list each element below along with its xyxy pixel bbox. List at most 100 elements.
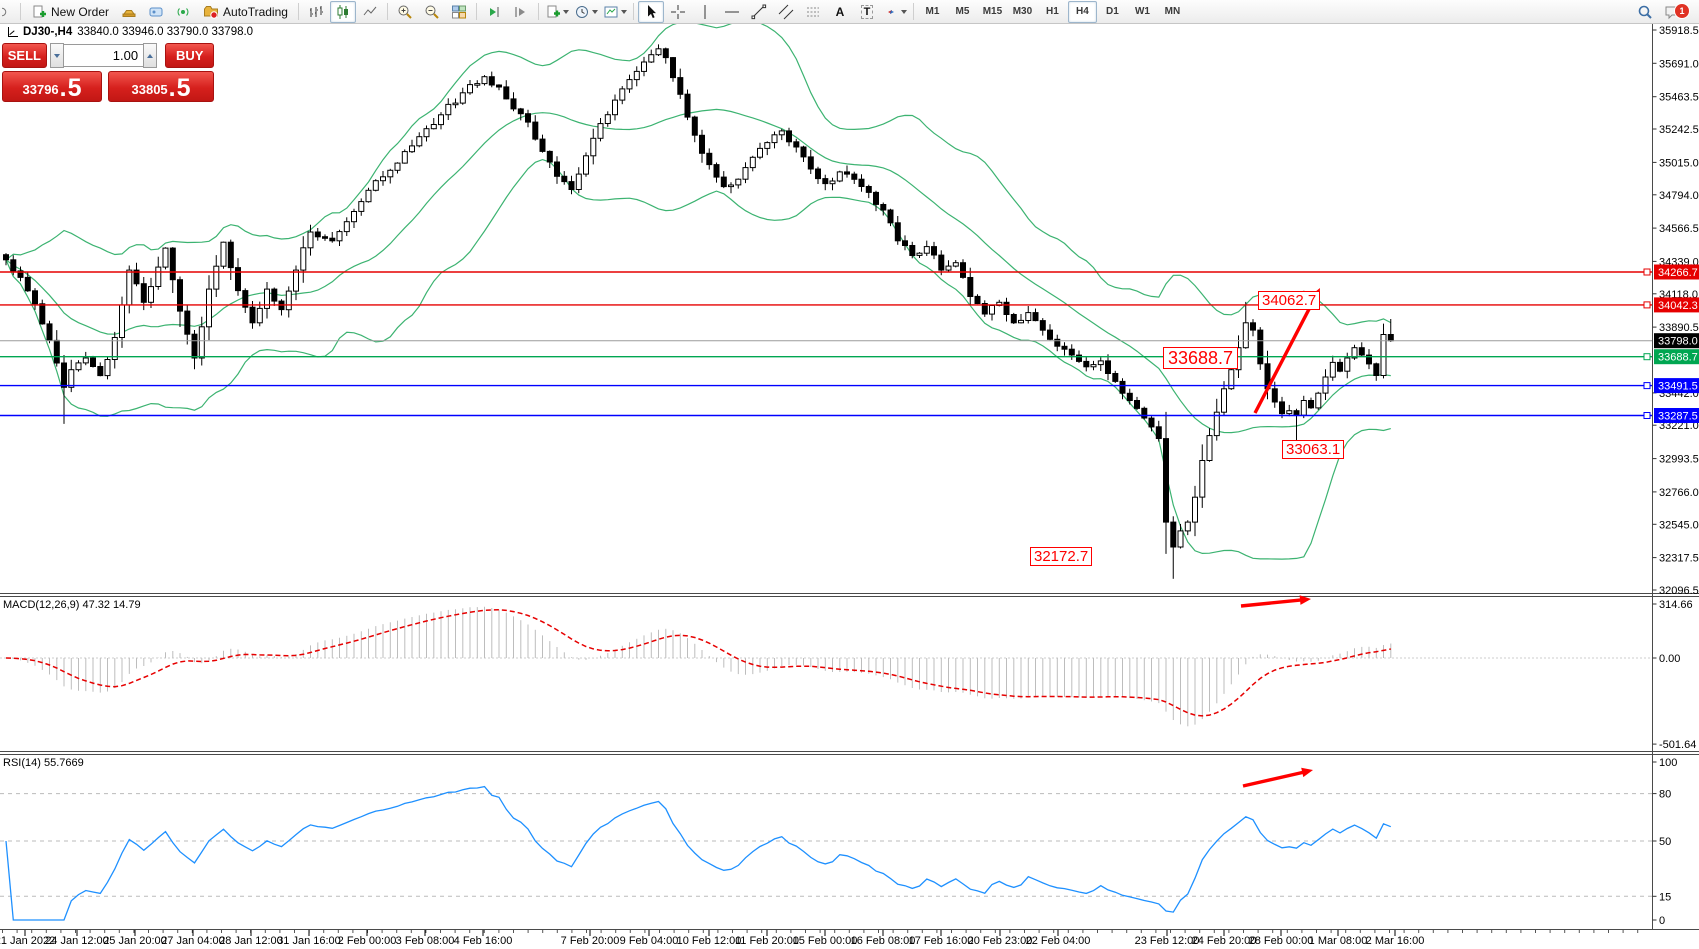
rsi-tick-label: 50 (1659, 836, 1671, 848)
volume-decrease-button[interactable] (49, 43, 65, 68)
panel-frames (0, 23, 1699, 930)
line-handle[interactable] (1643, 382, 1651, 390)
indicators-button[interactable] (543, 1, 571, 23)
arrows-button[interactable] (881, 1, 909, 23)
line-handle[interactable] (1643, 268, 1651, 276)
channel-icon (778, 4, 794, 20)
magnifier-fragment-icon (2, 4, 14, 20)
tab-m1[interactable]: M1 (925, 6, 940, 17)
tab-h4[interactable]: H4 (1067, 0, 1097, 23)
time-tick-label: 23 Feb 12:00 (1135, 935, 1200, 947)
price-tick-label: 35918.5 (1659, 25, 1699, 37)
trend-arrows[interactable] (1240, 288, 1320, 788)
zoom-out-icon (424, 4, 440, 20)
chat-button[interactable]: 1 (1659, 1, 1690, 23)
annotation-swing-low[interactable]: 32172.7 (1030, 547, 1093, 566)
indicators-icon (545, 4, 560, 20)
buy-button[interactable]: BUY (165, 43, 214, 68)
separator (386, 3, 388, 20)
crosshair-button[interactable] (665, 1, 691, 23)
tab-w1[interactable]: W1 (1134, 6, 1150, 17)
symbol-period: DJ30-,H4 (23, 26, 73, 38)
fibonacci-button[interactable] (800, 1, 826, 23)
tab-mn[interactable]: MN (1164, 6, 1181, 17)
trendline-button[interactable] (746, 1, 772, 23)
axis-price-label: 34266.7 (1658, 267, 1698, 279)
signals-button[interactable] (170, 1, 196, 23)
tile-windows-button[interactable] (446, 1, 472, 23)
rsi-tick-label: 15 (1659, 891, 1671, 903)
rsi-tick-label: 0 (1659, 915, 1665, 927)
time-tick-label: 27 Jan 04:00 (161, 935, 225, 947)
time-tick-label: 15 Feb 00:00 (793, 935, 858, 947)
time-tick-label: 28 Feb 00:00 (1249, 935, 1314, 947)
price-tick-label: 32317.5 (1659, 553, 1699, 565)
vertical-line-button[interactable] (692, 1, 718, 23)
buy-price-fraction: 5 (176, 74, 191, 102)
time-tick-label: 9 Feb 04:00 (620, 935, 679, 947)
horizontal-line-button[interactable] (719, 1, 745, 23)
buy-price-point: . (168, 74, 176, 102)
price-tick-label: 34339.0 (1659, 256, 1699, 268)
volume-increase-button[interactable] (143, 43, 158, 68)
new-order-button[interactable]: New Order (25, 1, 115, 23)
tab-m5[interactable]: M5 (955, 6, 970, 17)
tab-d1[interactable]: D1 (1106, 6, 1119, 17)
candlestick-chart-button[interactable] (329, 0, 356, 23)
equidistant-channel-button[interactable] (773, 1, 799, 23)
separator (20, 3, 21, 20)
vps-button[interactable] (143, 1, 169, 23)
sell-price-fraction: 5 (67, 74, 82, 102)
text-label-button[interactable]: T (854, 1, 880, 23)
bar-chart-button[interactable] (303, 1, 329, 23)
annotation-swing-high[interactable]: 34062.7 (1258, 291, 1321, 310)
line-chart-button[interactable] (357, 1, 383, 23)
fibonacci-icon (805, 4, 821, 20)
chart-icon (8, 27, 18, 37)
buy-price-display[interactable]: 33805. 5 (108, 71, 214, 102)
autotrading-icon (203, 4, 219, 20)
chart-title: DJ30-,H4 33840.0 33946.0 33790.0 33798.0 (8, 26, 253, 38)
tab-m15[interactable]: M15 (982, 6, 1003, 17)
price-tick-label: 35691.0 (1659, 58, 1699, 70)
sell-button[interactable]: SELL (2, 43, 47, 68)
template-icon (603, 4, 619, 20)
cursor-button[interactable] (637, 0, 664, 23)
macd-label: MACD(12,26,9) 47.32 14.79 (3, 599, 141, 611)
time-tick-label: 21 Jan 2022 (0, 935, 55, 947)
macd-tick-label: -501.64 (1659, 739, 1696, 751)
axis-price-label: 33491.5 (1658, 381, 1698, 393)
price-axis: 35918.5 35691.0 35463.5 35242.5 35015.0 34794… (1652, 25, 1699, 597)
line-handle[interactable] (1643, 353, 1651, 361)
time-tick-label: 20 Feb 23:00 (968, 935, 1033, 947)
rsi-tick-label: 80 (1659, 789, 1671, 801)
dropdown-caret (591, 9, 598, 14)
periods-button[interactable] (572, 1, 600, 23)
time-tick-label: 2 Mar 16:00 (1366, 935, 1425, 947)
arrows-tool-icon (884, 5, 897, 18)
market-button[interactable] (116, 1, 142, 23)
clipped-toolbar-icon[interactable] (0, 1, 16, 23)
templates-button[interactable] (601, 1, 629, 23)
zoom-in-button[interactable] (392, 1, 418, 23)
candles (3, 44, 1394, 579)
chart-shift-icon (513, 4, 525, 20)
sell-price-display[interactable]: 33796. 5 (2, 71, 103, 102)
line-handle[interactable] (1643, 301, 1651, 309)
zoom-out-button[interactable] (419, 1, 445, 23)
tab-m30[interactable]: M30 (1012, 6, 1033, 17)
rsi-tick-label: 100 (1659, 757, 1677, 769)
tab-h1[interactable]: H1 (1046, 6, 1059, 17)
annotation-retest-low[interactable]: 33063.1 (1282, 440, 1345, 459)
text-button[interactable]: A (827, 1, 853, 23)
line-handle[interactable] (1643, 412, 1651, 419)
autotrading-button[interactable]: AutoTrading (197, 1, 294, 23)
chart-shift-button[interactable] (508, 1, 534, 23)
search-button[interactable] (1632, 1, 1658, 23)
annotation-support-mid[interactable]: 33688.7 (1163, 347, 1239, 369)
separator (475, 3, 477, 20)
rsi-label: RSI(14) 55.7669 (3, 757, 84, 769)
volume-input[interactable] (64, 44, 144, 67)
auto-scroll-button[interactable] (481, 1, 507, 23)
